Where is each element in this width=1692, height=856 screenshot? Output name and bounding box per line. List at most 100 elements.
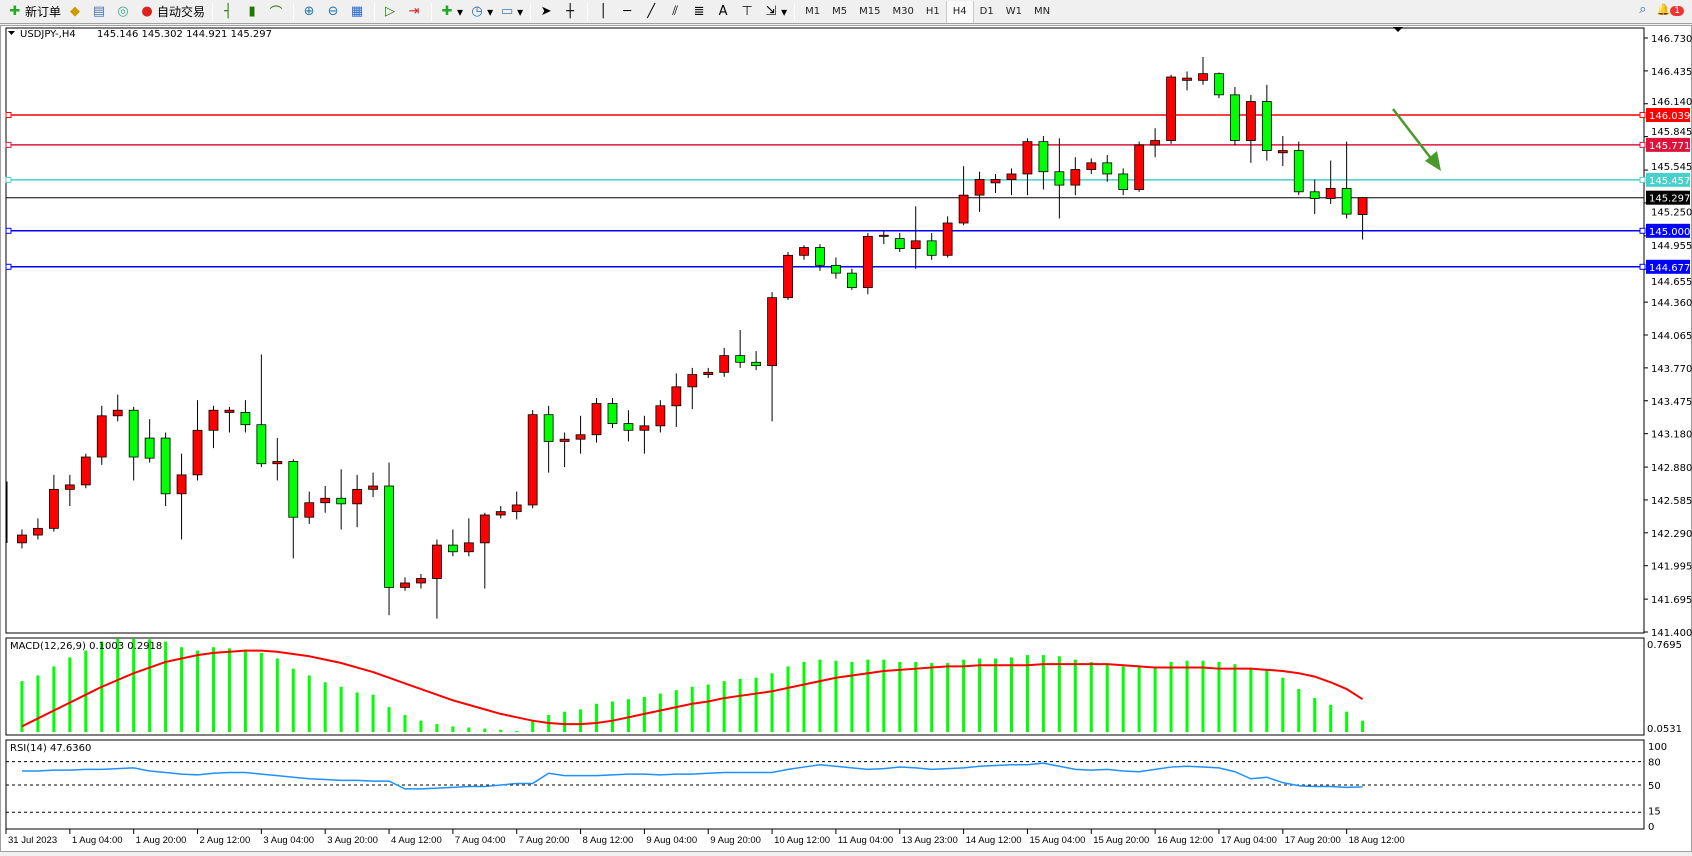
- text-label-button[interactable]: ⊤: [736, 1, 760, 23]
- candle: [288, 459, 299, 559]
- timeframe-m5[interactable]: M5: [832, 6, 848, 17]
- macd-histogram-bar: [1153, 666, 1157, 732]
- candle: [400, 577, 410, 591]
- candle-body: [783, 254, 793, 299]
- horizontal-line-button[interactable]: ─: [616, 1, 640, 23]
- macd-histogram-bar: [164, 641, 168, 732]
- macd-histogram-bar: [1137, 666, 1141, 732]
- price-axis-label: 142.585: [1651, 496, 1692, 507]
- time-axis-label: 17 Aug 04:00: [1221, 835, 1277, 846]
- time-axis-label: 16 Aug 12:00: [1157, 835, 1213, 846]
- candle-body: [1166, 76, 1176, 141]
- timeframe-m1[interactable]: M1: [805, 6, 821, 17]
- templates-button[interactable]: ▭ ▾: [500, 4, 524, 19]
- timeframe-h4[interactable]: H4: [945, 0, 974, 23]
- signals-button[interactable]: ◎: [112, 1, 136, 23]
- horizontal-line-icon: ─: [623, 4, 632, 19]
- candle-body: [112, 409, 123, 417]
- candle-body: [511, 504, 522, 513]
- macd-histogram-bar: [1105, 664, 1109, 732]
- timeframe-mn[interactable]: MN: [1033, 6, 1051, 17]
- candle: [1118, 168, 1129, 196]
- vertical-line-button[interactable]: │: [592, 1, 616, 23]
- price-tag: [1646, 259, 1690, 274]
- line-handle: [5, 112, 12, 119]
- macd-histogram-bar: [435, 724, 439, 732]
- candle: [1166, 74, 1176, 144]
- candlestick-icon: ▮: [248, 4, 256, 19]
- candle: [1198, 56, 1208, 85]
- candle-body: [256, 424, 267, 465]
- macd-histogram-bar: [626, 699, 630, 732]
- chart-shift-button[interactable]: ⇥: [403, 1, 427, 23]
- macd-histogram-bar: [978, 658, 982, 732]
- macd-histogram-bar: [610, 701, 614, 732]
- macd-histogram-bar: [802, 661, 806, 732]
- macd-histogram-bar: [403, 715, 407, 732]
- candle: [33, 518, 43, 540]
- line-chart-icon: ⌒: [269, 6, 283, 21]
- timeframe-m15[interactable]: M15: [859, 6, 881, 17]
- time-axis-label: 15 Aug 04:00: [1029, 835, 1085, 846]
- text-button[interactable]: A: [712, 1, 736, 23]
- indicators-button[interactable]: ✚ ▾: [436, 1, 466, 23]
- price-tag-label: 144.677: [1649, 263, 1690, 274]
- trendline-button[interactable]: ╱: [640, 1, 664, 23]
- text-label-icon: ⊤: [741, 4, 753, 19]
- zoom-out-button[interactable]: ⊖: [322, 1, 346, 23]
- rsi-axis-label: 15: [1648, 806, 1661, 817]
- candle: [463, 518, 474, 557]
- macd-histogram-bar: [595, 703, 599, 732]
- macd-histogram-bar: [291, 668, 295, 732]
- candle: [224, 406, 235, 433]
- search-icon[interactable]: ⌕: [1639, 2, 1647, 17]
- periods-button[interactable]: ◷ ▾: [466, 1, 496, 23]
- tile-windows-button[interactable]: ▦: [346, 1, 370, 23]
- equidistant-channel-button[interactable]: ⫽: [664, 1, 688, 23]
- macd-histogram-bar: [307, 675, 311, 732]
- candle: [607, 397, 618, 429]
- new-order-button[interactable]: ✚ 新订单: [4, 1, 64, 23]
- macd-histogram-bar: [866, 659, 870, 732]
- macd-histogram-bar: [36, 675, 40, 732]
- bar-chart-button[interactable]: ┤: [217, 1, 241, 23]
- line-chart-button[interactable]: ⌒: [265, 1, 289, 23]
- fibonacci-button[interactable]: ≣: [688, 1, 712, 23]
- price-axis-label: 144.065: [1651, 331, 1692, 342]
- autoscroll-button[interactable]: ▷: [379, 1, 403, 23]
- zoom-in-button[interactable]: ⊕: [298, 1, 322, 23]
- arrow-shaft: [1392, 108, 1434, 162]
- separator: [794, 2, 796, 21]
- candle-body: [479, 514, 490, 544]
- line-handle: [1639, 263, 1646, 270]
- timeframe-w1[interactable]: W1: [1005, 6, 1022, 17]
- candle-body: [799, 247, 809, 256]
- timeframe-h1[interactable]: H1: [925, 6, 940, 17]
- price-axis-label: 143.770: [1651, 364, 1692, 375]
- arrows-button[interactable]: ⇲ ▾: [760, 1, 790, 23]
- cursor-button[interactable]: ➤: [535, 1, 559, 23]
- candlestick-button[interactable]: ▮: [241, 1, 265, 23]
- navigator-button[interactable]: ▤: [88, 1, 112, 23]
- periods-icon: ◷: [471, 4, 483, 19]
- crosshair-button[interactable]: ┼: [559, 1, 583, 23]
- time-axis-label: 8 Aug 12:00: [583, 835, 634, 846]
- market-watch-button[interactable]: ◆: [64, 1, 88, 23]
- auto-trading-button[interactable]: ● 自动交易: [136, 1, 208, 23]
- timeframe-d1[interactable]: D1: [979, 6, 994, 17]
- notifications-button[interactable]: 🔔 1: [1657, 3, 1684, 16]
- candle-body: [607, 403, 618, 424]
- timeframe-m30[interactable]: M30: [892, 6, 914, 17]
- macd-histogram-bar: [1297, 689, 1301, 732]
- chart-window[interactable]: 146.730 146.435 146.140 145.845 145.545 145.2…: [0, 25, 1692, 852]
- candle-body: [64, 484, 75, 490]
- candle: [384, 462, 394, 616]
- autoscroll-icon: ▷: [385, 4, 396, 19]
- candle: [894, 233, 905, 252]
- price-tag-label: 145.000: [1649, 227, 1690, 238]
- chart-canvas[interactable]: 146.730 146.435 146.140 145.845 145.545 145.2…: [1, 26, 1692, 853]
- macd-histogram-bar: [52, 666, 56, 732]
- candle: [447, 529, 458, 557]
- candle-body: [687, 374, 698, 388]
- candle: [527, 410, 538, 509]
